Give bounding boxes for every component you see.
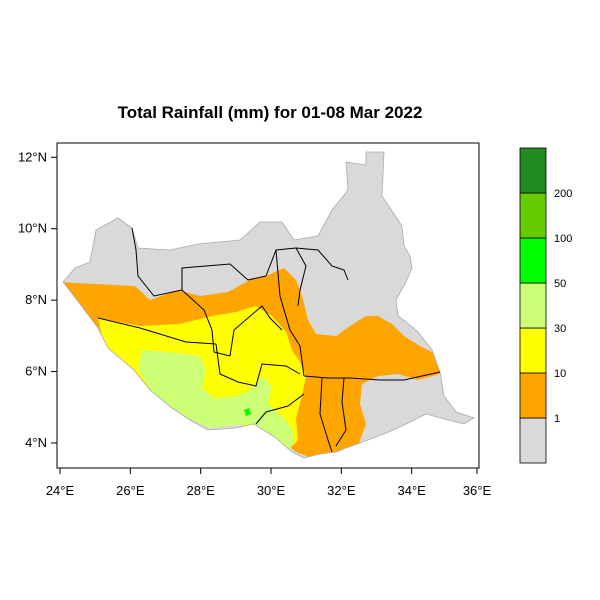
y-tick-label: 4°N [25, 435, 47, 450]
legend-swatch [519, 147, 547, 194]
legend-swatch [519, 372, 547, 419]
x-tick-label: 30°E [257, 483, 286, 498]
color-legend: 1 10 30 50 100 200 [519, 147, 572, 464]
state-border-warrap-north [181, 263, 267, 290]
rainfall-1-10-zone-southeast [314, 378, 356, 452]
state-border-central-equatoria-east [319, 377, 333, 453]
legend-label: 30 [554, 323, 566, 335]
state-border-lakes [229, 305, 283, 357]
x-axis: 24°E 26°E 28°E 30°E 32°E 34°E 36°E [46, 468, 492, 498]
y-tick-label: 10°N [18, 221, 47, 236]
legend-swatch [519, 282, 547, 329]
legend-label: 10 [554, 368, 566, 380]
rainfall-50-100-spot [244, 408, 251, 416]
y-axis: 4°N 6°N 8°N 10°N 12°N [18, 149, 57, 450]
x-tick-label: 34°E [397, 483, 426, 498]
country-outline [62, 151, 475, 459]
legend-swatch [519, 192, 547, 239]
x-tick-label: 28°E [186, 483, 215, 498]
state-border-western-central-equatoria [255, 393, 305, 425]
legend-swatch [519, 237, 547, 284]
state-border-warrap-west [181, 289, 231, 357]
legend-swatch [519, 327, 547, 374]
state-border-lakes-east [275, 249, 305, 377]
x-tick-label: 26°E [116, 483, 145, 498]
state-border-upper-nile-west [295, 247, 307, 307]
y-tick-label: 8°N [25, 292, 47, 307]
legend-label: 50 [554, 278, 566, 290]
state-border-nbeg [131, 227, 183, 297]
legend-label: 1 [554, 413, 560, 425]
y-tick-label: 12°N [18, 149, 47, 164]
y-tick-label: 6°N [25, 364, 47, 379]
x-tick-label: 24°E [46, 483, 75, 498]
state-border-wbeg [97, 317, 217, 345]
map-title: Total Rainfall (mm) for 01-08 Mar 2022 [118, 103, 423, 122]
state-border-jonglei-south [303, 371, 441, 381]
x-tick-label: 36°E [463, 483, 492, 498]
legend-swatch [519, 417, 547, 464]
legend-label: 200 [554, 188, 572, 200]
x-tick-label: 32°E [327, 483, 356, 498]
legend-label: 100 [554, 233, 572, 245]
state-border-western-equatoria-north [215, 343, 301, 387]
state-border-eastern-equatoria-west [335, 377, 347, 447]
state-borders [97, 227, 441, 453]
